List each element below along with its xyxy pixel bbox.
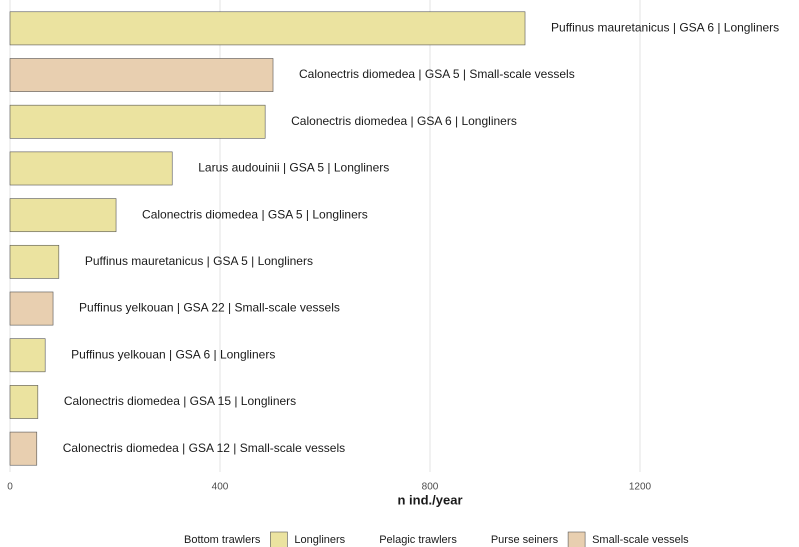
bar (9, 244, 60, 279)
legend-key (270, 531, 288, 547)
bar-label: Calonectris diomedea | GSA 5 | Small-sca… (299, 67, 575, 81)
legend-label: Pelagic trawlers (379, 534, 457, 546)
legend-label: Small-scale vessels (592, 534, 689, 546)
bar-label: Puffinus yelkouan | GSA 6 | Longliners (71, 347, 275, 361)
bar (9, 58, 274, 92)
bar (9, 291, 54, 326)
bar-label: Calonectris diomedea | GSA 15 | Longline… (64, 394, 296, 408)
bar-label: Puffinus mauretanicus | GSA 6 | Longline… (551, 21, 779, 35)
legend-key (160, 532, 177, 547)
bar (9, 104, 266, 139)
legend-label: Longliners (294, 534, 345, 546)
x-tick-label: 0 (7, 482, 13, 493)
bar-label: Larus audouinii | GSA 5 | Longliners (198, 161, 389, 175)
bar-label: Calonectris diomedea | GSA 5 | Longliner… (142, 207, 368, 221)
bar (9, 11, 526, 46)
x-tick-label: 1200 (629, 482, 652, 493)
bar (9, 431, 38, 466)
bar-label: Puffinus yelkouan | GSA 22 | Small-scale… (79, 301, 340, 315)
bar-label: Puffinus mauretanicus | GSA 5 | Longline… (85, 254, 313, 268)
bar-label: Calonectris diomedea | GSA 6 | Longliner… (291, 114, 517, 128)
x-tick-label: 400 (212, 482, 229, 493)
x-axis-title: n ind./year (397, 492, 462, 507)
legend-key (567, 531, 586, 547)
legend-label: Purse seiners (491, 534, 559, 546)
x-tick-label: 800 (422, 482, 439, 493)
bar (9, 198, 117, 233)
bar (9, 338, 46, 373)
bar (9, 385, 39, 419)
legend-key (466, 532, 484, 547)
bar (9, 151, 173, 186)
legend-key (355, 532, 373, 547)
legend-label: Bottom trawlers (184, 534, 261, 546)
bar-label: Calonectris diomedea | GSA 12 | Small-sc… (63, 441, 345, 455)
